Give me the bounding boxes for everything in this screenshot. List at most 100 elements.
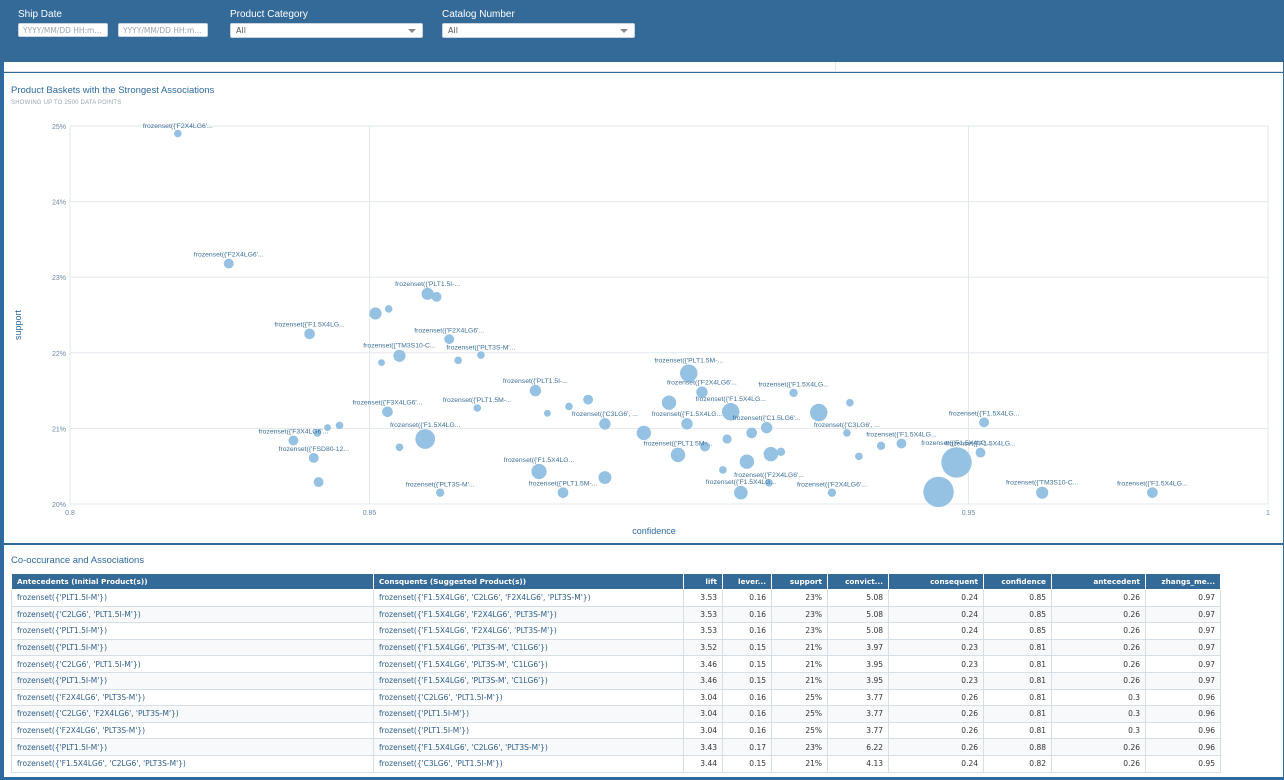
scatter-point[interactable] [313,477,324,488]
scatter-point[interactable] [941,447,972,478]
scatter-point[interactable] [583,394,594,405]
table-row[interactable]: frozenset({'PLT1.5I-M'}) frozenset({'F1.5… [11,671,1221,690]
scatter-point[interactable] [431,291,442,302]
table-row[interactable]: frozenset({'C2LG6', 'PLT1.5I-M'}) frozens… [11,655,1221,673]
column-header[interactable]: convict... [827,573,889,590]
scatter-point[interactable] [827,488,837,497]
table-row[interactable]: frozenset({'F2X4LG6', 'PLT3S-M'}) frozens… [11,688,1221,707]
scatter-point[interactable] [763,446,779,462]
table-cell: 3.77 [827,688,889,707]
scatter-point[interactable] [477,351,485,359]
column-header[interactable]: antecedent [1051,573,1146,590]
scatter-point[interactable] [308,452,319,463]
scatter-point[interactable] [876,441,886,450]
table-row[interactable]: frozenset({'PLT1.5I-M'}) frozenset({'F1.5… [11,589,1221,607]
column-header[interactable]: lever... [722,573,772,590]
column-header[interactable]: lift [683,573,723,590]
scatter-point[interactable] [454,356,462,365]
table-row[interactable]: frozenset({'PLT1.5I-M'}) frozenset({'F1.5… [11,638,1221,657]
scatter-point[interactable] [975,447,986,458]
table-cell: 3.46 [683,655,723,673]
scatter-point[interactable] [846,398,854,407]
scatter-point[interactable] [598,471,612,485]
scatter-point[interactable] [324,424,331,432]
scatter-point[interactable] [557,487,569,498]
scatter-point[interactable] [529,384,542,397]
scatter-point[interactable] [776,447,786,457]
scatter-point[interactable] [681,418,693,430]
scatter-point[interactable] [855,452,863,461]
scatter-point[interactable] [288,435,299,446]
table-row[interactable]: frozenset({'F2X4LG6', 'PLT3S-M'}) frozens… [11,721,1221,740]
y-tick-label: 23% [52,275,66,282]
column-header[interactable]: consequent [888,573,984,590]
table-cell: 23% [771,605,828,624]
scatter-point[interactable] [700,441,710,452]
table-row[interactable]: frozenset({'F1.5X4LG6', 'C2LG6', 'PLT3S-… [11,754,1221,773]
scatter-point[interactable] [979,417,990,428]
scatter-point[interactable] [734,485,748,500]
scatter-point[interactable] [223,258,234,269]
y-tick-label: 25% [52,124,66,131]
scatter-point[interactable] [384,305,393,313]
table-cell: 3.77 [827,705,889,723]
column-header[interactable]: support [771,573,828,590]
column-header[interactable]: Antecedents (Initial Product(s)) [11,573,374,590]
scatter-point[interactable] [789,388,798,398]
scatter-point[interactable] [395,443,404,452]
table-row[interactable]: frozenset({'C2LG6', 'PLT1.5I-M'}) frozens… [11,605,1221,624]
table-row[interactable]: frozenset({'C2LG6', 'F2X4LG6', 'PLT3S-M'… [11,705,1221,723]
scatter-point[interactable] [680,364,698,382]
column-header[interactable]: zhangs_me... [1145,573,1221,590]
scatter-point[interactable] [369,307,382,320]
scatter-point[interactable] [843,429,851,437]
scatter-point[interactable] [1147,487,1158,498]
scatter-point[interactable] [382,406,393,418]
point-label: frozenset({'F1.5X4LG... [945,441,1016,448]
scatter-point[interactable] [765,479,773,487]
scatter-point[interactable] [174,129,182,138]
scatter-point[interactable] [1036,486,1049,499]
scatter-point[interactable] [760,421,773,434]
scatter-point[interactable] [599,418,611,430]
table-cell: 0.23 [888,671,984,690]
scatter-point[interactable] [378,359,385,367]
association-table-panel: Co-occurance and Associations Antecedent… [4,545,1283,777]
scatter-point[interactable] [739,454,755,469]
point-label: frozenset({'PLT1.5M-... [443,397,512,404]
scatter-point[interactable] [436,488,445,497]
scatter-point[interactable] [636,425,652,441]
scatter-point[interactable] [393,349,406,362]
scatter-point[interactable] [565,402,573,411]
scatter-point[interactable] [721,403,740,421]
scatter-point[interactable] [719,466,727,474]
scatter-point[interactable] [670,447,686,463]
scatter-point[interactable] [421,287,434,300]
scatter-point[interactable] [923,476,954,508]
scatter-plot[interactable]: 20% 21% 22% 23% 24% 25% 0.8 0.85 0.95 1 frozenset… [4,73,1283,543]
point-label: frozenset({'FSD80-12... [279,446,350,453]
scatter-point[interactable] [810,403,828,422]
scatter-point[interactable] [444,334,455,345]
table-row[interactable]: frozenset({'PLT1.5I-M'}) frozenset({'F1.5… [11,622,1221,640]
column-header[interactable]: confidence [983,573,1052,590]
table-row[interactable]: frozenset({'PLT1.5I-M'}) frozenset({'F1.5… [11,738,1221,756]
scatter-point[interactable] [313,429,322,437]
scatter-point[interactable] [543,409,551,417]
scatter-point[interactable] [746,427,757,439]
scatter-point[interactable] [473,404,482,412]
scatter-point[interactable] [415,429,436,449]
scatter-point[interactable] [722,434,732,444]
column-header[interactable]: Consquents (Suggested Product(s)) [373,573,684,590]
catalog-number-select[interactable]: All [442,23,635,38]
scatter-point[interactable] [661,395,677,410]
product-category-select[interactable]: All [230,23,423,38]
ship-date-start-input[interactable]: YYYY/MM/DD HH:m... [18,23,108,37]
scatter-point[interactable] [696,386,708,398]
scatter-point[interactable] [896,438,907,449]
scatter-point[interactable] [335,421,344,430]
scatter-point[interactable] [304,328,315,340]
ship-date-end-input[interactable]: YYYY/MM/DD HH:m... [118,23,208,37]
scatter-point[interactable] [531,463,547,480]
table-cell: 0.26 [1051,638,1146,657]
